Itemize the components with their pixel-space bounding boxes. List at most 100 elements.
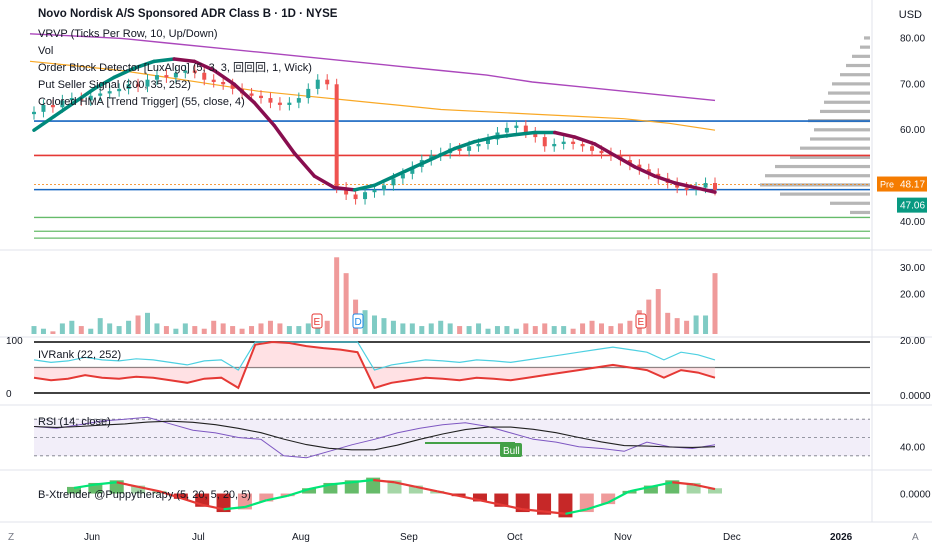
indicator-vrvp[interactable]: VRVP (Ticks Per Row, 10, Up/Down)	[38, 28, 218, 40]
bxtrender-signal-segment	[650, 481, 673, 488]
bxtrender-signal-segment	[607, 490, 631, 504]
volume-bar	[400, 323, 406, 334]
bxtrender-signal-segment	[373, 478, 395, 484]
time-tick-label: Sep	[400, 532, 418, 543]
volume-bar	[570, 328, 576, 334]
volume-profile-bar	[780, 192, 870, 196]
hma-segment	[613, 153, 637, 169]
ivrank-label[interactable]: IVRank (22, 252)	[38, 349, 122, 361]
volume-bar	[712, 273, 718, 334]
dividend-marker-bg	[352, 313, 364, 329]
candle-body	[542, 137, 547, 147]
bxtrender-bar	[537, 493, 552, 515]
bxtrender-bar	[601, 493, 616, 505]
bxtrender-signal-segment	[501, 503, 523, 511]
indicator-colored-hma[interactable]: Colored HMA [Trend Trigger] (55, close, …	[38, 96, 245, 108]
bxtrender-bar	[131, 485, 146, 494]
volume-profile-bar	[765, 174, 870, 178]
volume-bar	[494, 326, 500, 334]
time-tick-label: Dec	[723, 532, 741, 543]
volume-bar	[523, 323, 529, 334]
bxtrender-signal-segment	[73, 483, 96, 489]
candle-body	[287, 102, 292, 105]
candle-body	[192, 70, 197, 73]
volume-profile-bar	[850, 210, 870, 215]
bxtrender-bar	[408, 485, 423, 494]
indicator-vol[interactable]: Vol	[38, 45, 54, 57]
volume-bar	[192, 326, 198, 334]
bxtrender-bar	[259, 493, 274, 502]
volume-bar	[220, 323, 226, 334]
volume-bar	[409, 323, 415, 334]
candle-body	[486, 139, 490, 144]
bxtrender-signal-segment	[244, 499, 267, 509]
rsi-label[interactable]: RSI (14, close)	[38, 416, 111, 428]
hma-segment	[573, 135, 597, 146]
candle-body	[41, 104, 46, 112]
hma-segment	[32, 114, 56, 132]
volume-bar	[561, 326, 567, 334]
candle-body	[259, 95, 263, 99]
indicator-order-block[interactable]: Order Block Detector [LuxAlgo] (5, 3, 3,…	[38, 62, 312, 74]
candle-body	[372, 189, 377, 193]
volume-profile-bar	[790, 155, 870, 159]
hma-segment	[192, 59, 217, 73]
hma-segment	[472, 135, 497, 144]
volume-bar	[116, 326, 122, 334]
candle-body	[202, 72, 207, 80]
volume-bar	[551, 326, 557, 334]
candle-body	[126, 84, 131, 89]
ivrank-hv-line	[33, 341, 716, 371]
bxtrender-bar	[173, 493, 188, 499]
bull-label-bg	[500, 443, 522, 457]
last-price-badge-value: 47.06	[900, 201, 925, 212]
candle-body	[523, 125, 528, 133]
volume-bar	[419, 326, 425, 334]
volume-bar	[88, 328, 94, 334]
candle-body	[136, 84, 141, 87]
hma-segment	[112, 66, 136, 80]
volume-bar	[646, 299, 652, 334]
bxtrender-signal-segment	[693, 483, 716, 491]
bxtrender-bar	[323, 482, 338, 494]
bxtrender-signal-segment	[201, 503, 224, 511]
candle-body	[476, 143, 481, 147]
hma-segment	[633, 165, 657, 178]
candle-body	[230, 84, 235, 89]
candle-body	[32, 111, 36, 115]
indicator-put-seller[interactable]: Put Seller Signal (200, 35, 252)	[38, 79, 191, 91]
bxtrender-label[interactable]: B-Xtrender @Puppytherapy (5, 20, 5, 20, …	[38, 489, 251, 501]
candle-body	[334, 84, 339, 188]
last-price-badge-bg	[897, 197, 927, 213]
volume-bar	[599, 323, 604, 334]
bxtrender-bar	[708, 488, 722, 494]
candle-body	[637, 164, 642, 170]
volume-profile-bar	[800, 146, 870, 150]
currency-label[interactable]: USD	[898, 9, 922, 21]
volume-profile-bar	[775, 164, 870, 169]
hma-segment	[673, 181, 697, 190]
candle-body	[154, 75, 159, 80]
ivrank-fill	[34, 342, 715, 388]
volume-bar	[211, 320, 217, 334]
bxtrender-signal-segment	[223, 505, 246, 511]
bxtrender-signal-segment	[522, 508, 545, 513]
bxtrender-signal-segment	[159, 490, 182, 500]
volume-bar	[504, 326, 510, 334]
pre-badge-label: Pre	[880, 180, 894, 190]
hma-segment	[512, 130, 537, 137]
candle-body	[277, 102, 282, 105]
volume-bar	[286, 326, 292, 334]
volume-bar	[589, 320, 595, 334]
corner-right-label: A	[912, 532, 919, 543]
bxtrender-signal-segment	[672, 481, 694, 486]
hma-segment	[92, 75, 116, 91]
volume-profile-bar	[830, 201, 870, 205]
sma-purple-line	[29, 33, 716, 102]
bxtrender-bar	[686, 482, 701, 494]
candle-body	[533, 132, 538, 138]
volume-profile-bar	[860, 45, 870, 49]
time-tick-label: 2026	[830, 532, 853, 543]
